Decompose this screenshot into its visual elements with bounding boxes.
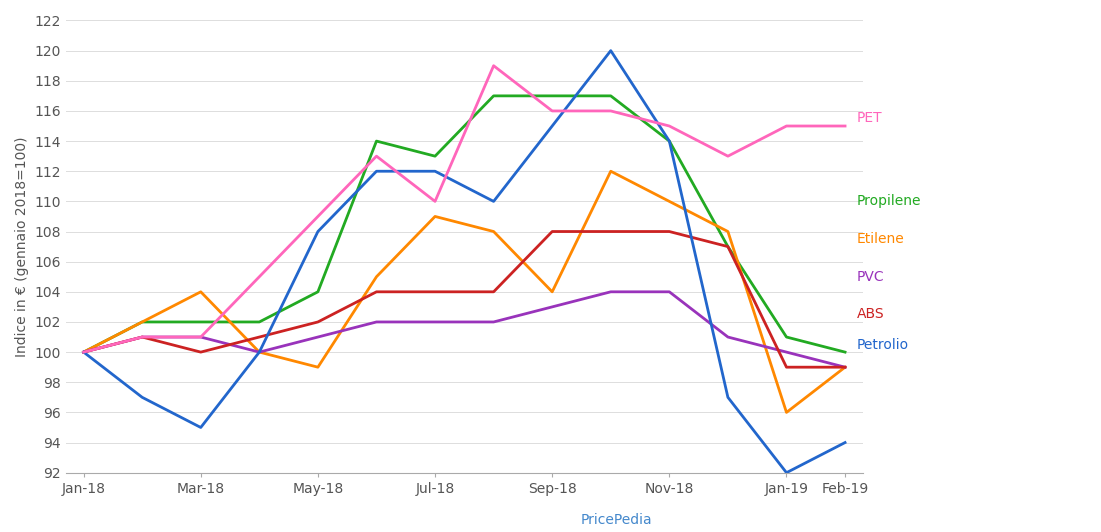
Text: PET: PET [857, 112, 882, 126]
Text: PVC: PVC [857, 270, 884, 284]
Text: Etilene: Etilene [857, 232, 905, 246]
Text: PricePedia: PricePedia [580, 513, 653, 527]
Text: Propilene: Propilene [857, 194, 922, 209]
Y-axis label: Indice in € (gennaio 2018=100): Indice in € (gennaio 2018=100) [15, 136, 29, 357]
Text: ABS: ABS [857, 307, 884, 321]
Text: Petrolio: Petrolio [857, 338, 909, 352]
